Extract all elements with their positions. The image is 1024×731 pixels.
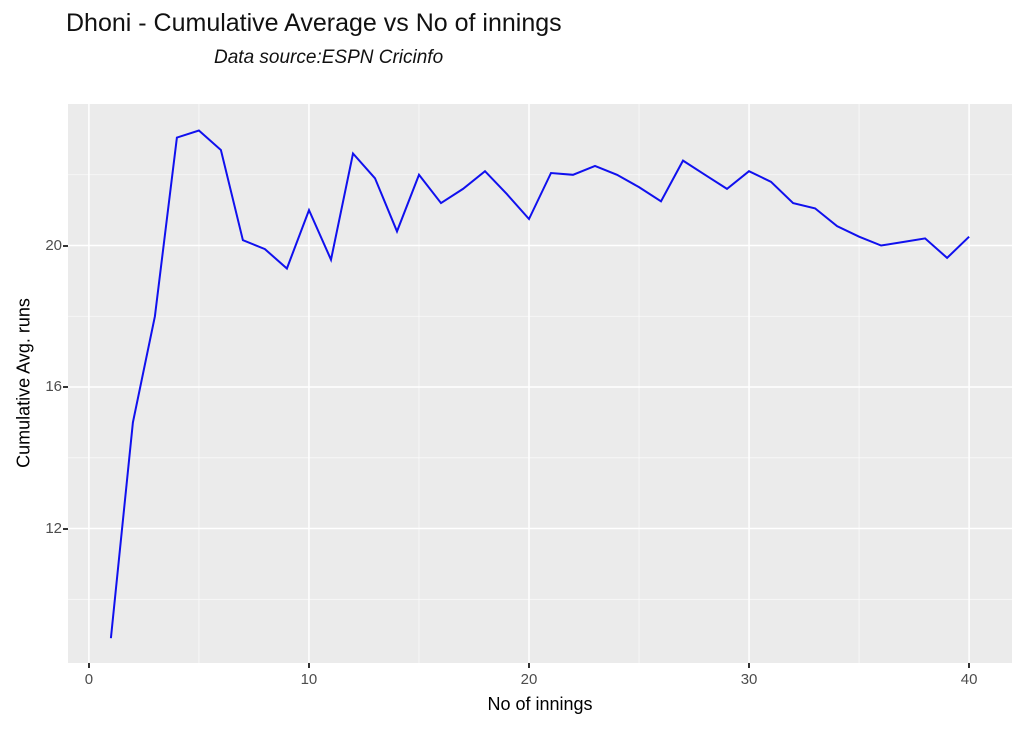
y-tick-label: 20 <box>45 236 62 254</box>
x-tick-label: 40 <box>960 671 978 688</box>
x-tick-mark <box>87 663 90 668</box>
major-gridlines <box>68 104 1012 663</box>
x-tick-mark <box>527 663 530 668</box>
y-tick-mark <box>63 244 68 247</box>
x-tick-label: 0 <box>84 671 94 688</box>
x-tick-label: 30 <box>740 671 758 688</box>
chart-subtitle: Data source:ESPN Cricinfo <box>214 47 444 68</box>
minor-gridlines <box>68 104 1012 663</box>
y-tick-mark <box>63 527 68 530</box>
x-tick-mark <box>968 663 971 668</box>
x-tick-label: 10 <box>300 671 318 688</box>
plot-panel <box>68 104 1012 663</box>
x-axis-title: No of innings <box>487 694 593 714</box>
chart-title: Dhoni - Cumulative Average vs No of inni… <box>66 9 562 37</box>
x-tick-label: 20 <box>520 671 538 688</box>
y-axis-title: Cumulative Avg. runs <box>13 298 34 468</box>
y-tick-label: 12 <box>45 519 62 537</box>
y-tick-mark <box>63 386 68 389</box>
x-tick-mark <box>748 663 751 668</box>
cumulative-average-line <box>109 129 970 639</box>
line-chart-canvas <box>68 104 1012 663</box>
x-tick-mark <box>307 663 310 668</box>
y-tick-label: 16 <box>45 378 62 396</box>
